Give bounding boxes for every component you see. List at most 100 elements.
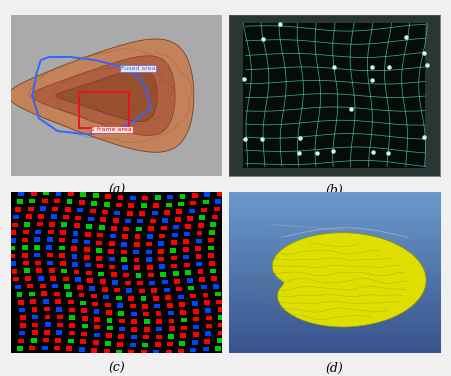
Bar: [183, 240, 189, 244]
Bar: [61, 269, 67, 273]
Bar: [94, 332, 100, 337]
Bar: [69, 323, 75, 327]
Bar: [171, 256, 177, 261]
Bar: [197, 231, 202, 235]
Bar: [114, 288, 120, 293]
Bar: [143, 196, 148, 200]
Bar: [22, 238, 28, 242]
Bar: [14, 215, 19, 220]
Bar: [20, 315, 26, 320]
Bar: [167, 303, 173, 308]
Bar: [60, 261, 66, 266]
Bar: [143, 335, 149, 340]
Bar: [82, 324, 88, 328]
Bar: [104, 202, 110, 206]
Bar: [72, 262, 78, 267]
Bar: [150, 219, 156, 223]
Bar: [217, 308, 223, 312]
Bar: [206, 316, 212, 320]
Bar: [123, 273, 129, 277]
Bar: [100, 217, 106, 222]
Bar: [178, 349, 184, 353]
Bar: [10, 230, 17, 235]
Bar: [113, 218, 119, 223]
Point: [241, 76, 248, 82]
Bar: [73, 231, 78, 236]
Bar: [148, 273, 154, 277]
Bar: [68, 300, 74, 305]
Bar: [134, 234, 140, 239]
Bar: [66, 199, 73, 204]
Bar: [127, 211, 133, 215]
Bar: [141, 350, 147, 355]
Bar: [185, 270, 191, 275]
Bar: [139, 288, 145, 293]
Bar: [81, 332, 87, 336]
Bar: [209, 230, 215, 235]
Point: [402, 33, 409, 39]
Bar: [94, 325, 100, 329]
Bar: [19, 308, 25, 312]
Bar: [173, 271, 179, 276]
Bar: [153, 350, 159, 355]
Bar: [196, 238, 202, 243]
Bar: [93, 309, 100, 314]
Bar: [105, 194, 111, 199]
Bar: [19, 331, 25, 335]
Bar: [116, 203, 122, 207]
Bar: [109, 257, 115, 261]
Bar: [190, 294, 196, 298]
Bar: [146, 250, 152, 254]
Bar: [47, 238, 53, 242]
Bar: [10, 261, 16, 266]
Bar: [141, 296, 147, 301]
Bar: [41, 346, 47, 350]
Bar: [22, 253, 28, 258]
Bar: [171, 264, 177, 268]
Text: (b): (b): [325, 184, 343, 197]
Bar: [210, 269, 216, 273]
Bar: [212, 215, 218, 219]
Bar: [30, 299, 37, 304]
Bar: [48, 230, 54, 234]
Bar: [141, 203, 147, 208]
Bar: [159, 233, 165, 238]
Bar: [26, 276, 32, 281]
Bar: [71, 247, 77, 251]
Bar: [187, 216, 193, 221]
Point: [260, 36, 267, 42]
Bar: [12, 269, 18, 274]
Bar: [69, 308, 75, 312]
Bar: [161, 226, 166, 230]
Bar: [54, 292, 60, 296]
Bar: [15, 285, 21, 289]
Bar: [55, 338, 61, 343]
Bar: [97, 233, 103, 238]
Bar: [203, 200, 209, 205]
Polygon shape: [272, 233, 426, 327]
Bar: [201, 208, 207, 212]
Bar: [181, 318, 187, 322]
Bar: [180, 310, 186, 315]
Point: [421, 50, 428, 56]
Bar: [135, 273, 142, 277]
Bar: [204, 339, 210, 344]
Bar: [94, 317, 100, 321]
Bar: [54, 199, 60, 203]
Bar: [51, 214, 57, 219]
Bar: [218, 323, 224, 327]
Bar: [81, 308, 87, 313]
Point: [368, 64, 376, 70]
Bar: [57, 323, 63, 327]
Bar: [35, 230, 41, 234]
Bar: [84, 255, 90, 260]
Bar: [13, 277, 19, 281]
Text: (d): (d): [325, 361, 343, 374]
Bar: [189, 209, 195, 213]
Bar: [92, 340, 99, 345]
Bar: [64, 284, 70, 289]
Bar: [29, 199, 35, 203]
Bar: [31, 191, 37, 196]
Bar: [47, 253, 53, 258]
Bar: [91, 294, 97, 299]
